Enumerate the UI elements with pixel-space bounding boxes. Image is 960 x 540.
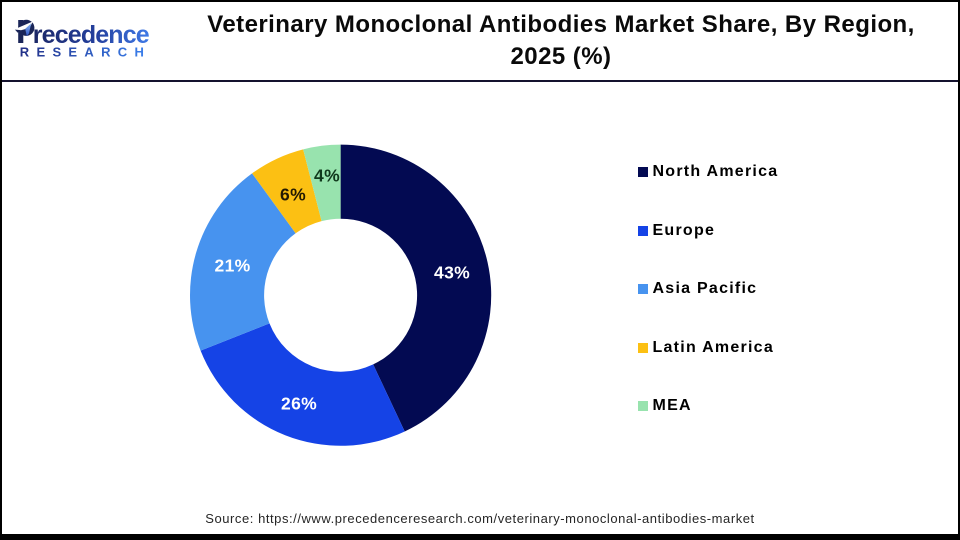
svg-text:RESEARCH: RESEARCH xyxy=(20,45,151,60)
svg-text:recedence: recedence xyxy=(33,21,150,49)
